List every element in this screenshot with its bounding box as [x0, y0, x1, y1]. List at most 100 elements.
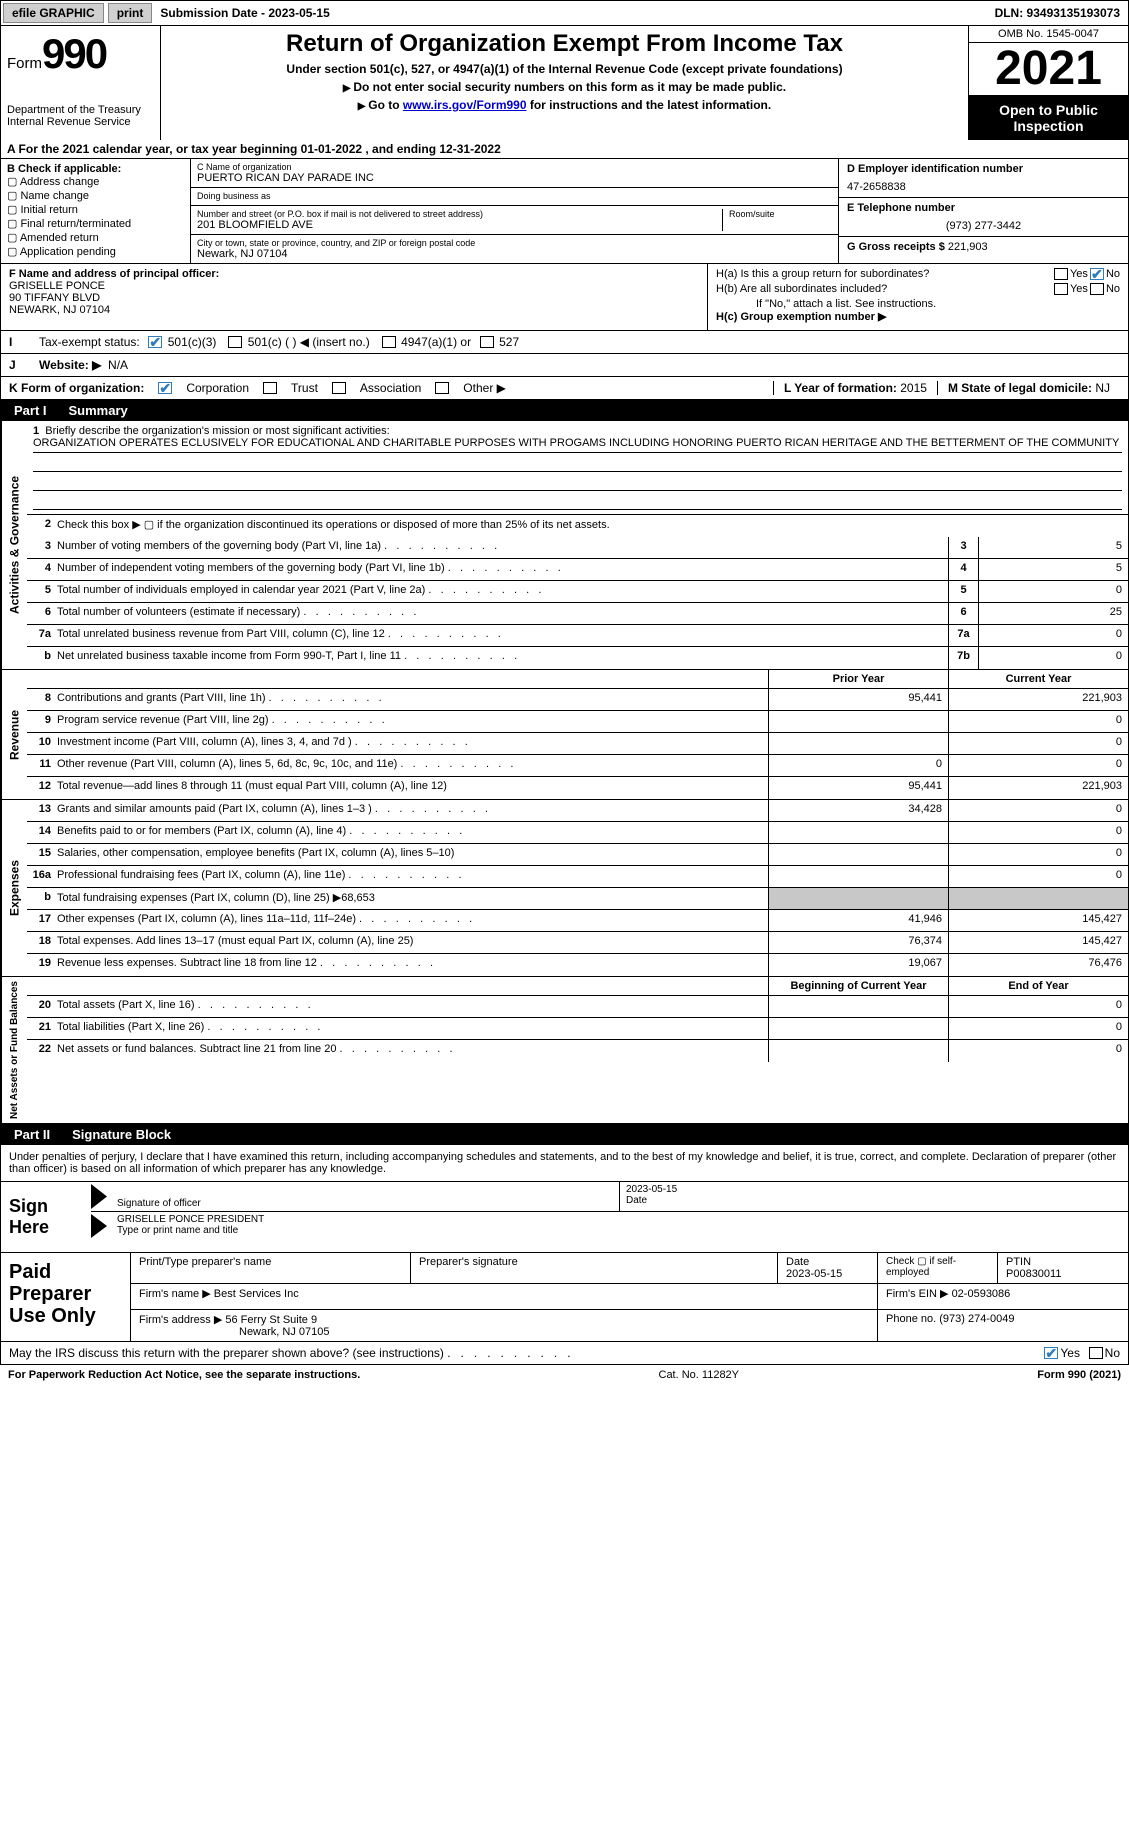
sign-date-label: Date — [626, 1195, 1122, 1206]
l-label: L Year of formation: — [784, 381, 897, 395]
assoc-checkbox[interactable] — [332, 382, 346, 394]
efile-button[interactable]: efile GRAPHIC — [3, 3, 104, 23]
form-org-label: K Form of organization: — [9, 381, 144, 395]
phone-label: E Telephone number — [847, 202, 955, 214]
line-11: Other revenue (Part VIII, column (A), li… — [57, 755, 768, 776]
line-16b: Total fundraising expenses (Part IX, col… — [57, 888, 768, 909]
form-subtitle: Under section 501(c), 527, or 4947(a)(1)… — [169, 62, 960, 76]
row-a-calendar: A For the 2021 calendar year, or tax yea… — [0, 140, 1129, 159]
officer-label: F Name and address of principal officer: — [9, 268, 219, 280]
chk-address-change[interactable]: ▢ Address change — [7, 175, 184, 188]
ha-yes-checkbox[interactable] — [1054, 268, 1068, 280]
val-5: 0 — [978, 581, 1128, 602]
corp-checkbox[interactable] — [158, 382, 172, 394]
firm-addr2: Newark, NJ 07105 — [139, 1326, 330, 1338]
ha-label: H(a) Is this a group return for subordin… — [716, 268, 1052, 280]
ein-label: Firm's EIN ▶ — [886, 1288, 949, 1300]
p10 — [768, 733, 948, 754]
org-name: PUERTO RICAN DAY PARADE INC — [197, 172, 832, 184]
paperwork-act: For Paperwork Reduction Act Notice, see … — [8, 1369, 360, 1381]
addr-value: 201 BLOOMFIELD AVE — [197, 219, 722, 231]
part-1-header: Part I Summary — [0, 400, 1129, 421]
chk-label: Name change — [20, 190, 89, 202]
footer-bottom: For Paperwork Reduction Act Notice, see … — [0, 1365, 1129, 1385]
form-header: Form990 Department of the Treasury Inter… — [0, 26, 1129, 140]
c11: 0 — [948, 755, 1128, 776]
trust-checkbox[interactable] — [263, 382, 277, 394]
addr-cell: Number and street (or P.O. box if mail i… — [191, 206, 838, 235]
tab-net-assets: Net Assets or Fund Balances — [1, 977, 27, 1123]
row-a-text: A For the 2021 calendar year, or tax yea… — [7, 142, 501, 156]
p17: 41,946 — [768, 910, 948, 931]
box-deg: D Employer identification number 47-2658… — [838, 159, 1128, 263]
section-bcd: B Check if applicable: ▢ Address change … — [0, 159, 1129, 264]
print-button[interactable]: print — [108, 3, 153, 23]
room-label: Room/suite — [729, 209, 832, 219]
chk-initial-return[interactable]: ▢ Initial return — [7, 203, 184, 216]
4947-checkbox[interactable] — [382, 336, 396, 348]
hb-no-checkbox[interactable] — [1090, 283, 1104, 295]
tax-status-label: Tax-exempt status: — [39, 335, 140, 349]
mission-label: Briefly describe the organization's miss… — [45, 425, 389, 437]
c16b-gray — [948, 888, 1128, 909]
527-checkbox[interactable] — [480, 336, 494, 348]
501c-label: 501(c) ( ) ◀ (insert no.) — [248, 335, 370, 349]
chk-final-return[interactable]: ▢ Final return/terminated — [7, 217, 184, 230]
chk-application-pending[interactable]: ▢ Application pending — [7, 245, 184, 258]
other-checkbox[interactable] — [435, 382, 449, 394]
header-left: Form990 Department of the Treasury Inter… — [1, 26, 161, 140]
box-h: H(a) Is this a group return for subordin… — [708, 264, 1128, 330]
arrow-icon — [91, 1184, 107, 1209]
discuss-yes-checkbox[interactable] — [1044, 1347, 1058, 1359]
p9 — [768, 711, 948, 732]
firm-phone: (973) 274-0049 — [939, 1313, 1014, 1325]
tab-expenses: Expenses — [1, 800, 27, 976]
row-i-tax-status: I Tax-exempt status: 501(c)(3) 501(c) ( … — [0, 331, 1129, 354]
c19: 76,476 — [948, 954, 1128, 976]
c18: 145,427 — [948, 932, 1128, 953]
irs-link[interactable]: www.irs.gov/Form990 — [403, 98, 527, 112]
website-value: N/A — [108, 358, 128, 372]
no-label: No — [1106, 268, 1120, 280]
hdr-end: End of Year — [948, 977, 1128, 995]
501c3-checkbox[interactable] — [148, 336, 162, 348]
header-mid: Return of Organization Exempt From Incom… — [161, 26, 968, 140]
part-2-title: Signature Block — [64, 1124, 179, 1145]
discuss-no-checkbox[interactable] — [1089, 1347, 1103, 1359]
c17: 145,427 — [948, 910, 1128, 931]
c13: 0 — [948, 800, 1128, 821]
ha-no-checkbox[interactable] — [1090, 268, 1104, 280]
signature-label: Signature of officer — [117, 1198, 613, 1209]
e20: 0 — [948, 996, 1128, 1017]
501c-checkbox[interactable] — [228, 336, 242, 348]
prep-date-cell: Date2023-05-15 — [778, 1253, 878, 1283]
net-assets-section: Net Assets or Fund Balances Beginning of… — [0, 977, 1129, 1124]
form-ref: Form 990 (2021) — [1037, 1369, 1121, 1381]
hdr-beginning: Beginning of Current Year — [768, 977, 948, 995]
part-2-num: Part II — [0, 1124, 64, 1145]
paid-preparer-label: Paid Preparer Use Only — [1, 1253, 131, 1341]
prep-name-hdr: Print/Type preparer's name — [131, 1253, 411, 1283]
tax-year: 2021 — [969, 43, 1128, 96]
website-label: Website: ▶ — [39, 358, 101, 372]
section-fh: F Name and address of principal officer:… — [0, 264, 1129, 331]
other-label: Other ▶ — [463, 381, 506, 395]
line-4: Number of independent voting members of … — [57, 559, 948, 580]
p18: 76,374 — [768, 932, 948, 953]
signature-intro: Under penalties of perjury, I declare th… — [0, 1145, 1129, 1182]
p16b-gray — [768, 888, 948, 909]
officer-name-cell: GRISELLE PONCE PRESIDENT Type or print n… — [111, 1212, 1128, 1240]
goto-post: for instructions and the latest informat… — [527, 98, 772, 112]
chk-label: Amended return — [20, 232, 99, 244]
hb-yes-checkbox[interactable] — [1054, 283, 1068, 295]
form-title: Return of Organization Exempt From Incom… — [169, 30, 960, 58]
officer-sign-label: Type or print name and title — [117, 1225, 1122, 1236]
line-8: Contributions and grants (Part VIII, lin… — [57, 689, 768, 710]
goto-pre: Go to — [368, 98, 403, 112]
c10: 0 — [948, 733, 1128, 754]
chk-amended-return[interactable]: ▢ Amended return — [7, 231, 184, 244]
firm-addr-label: Firm's address ▶ — [139, 1314, 222, 1326]
p13: 34,428 — [768, 800, 948, 821]
chk-name-change[interactable]: ▢ Name change — [7, 189, 184, 202]
b21 — [768, 1018, 948, 1039]
